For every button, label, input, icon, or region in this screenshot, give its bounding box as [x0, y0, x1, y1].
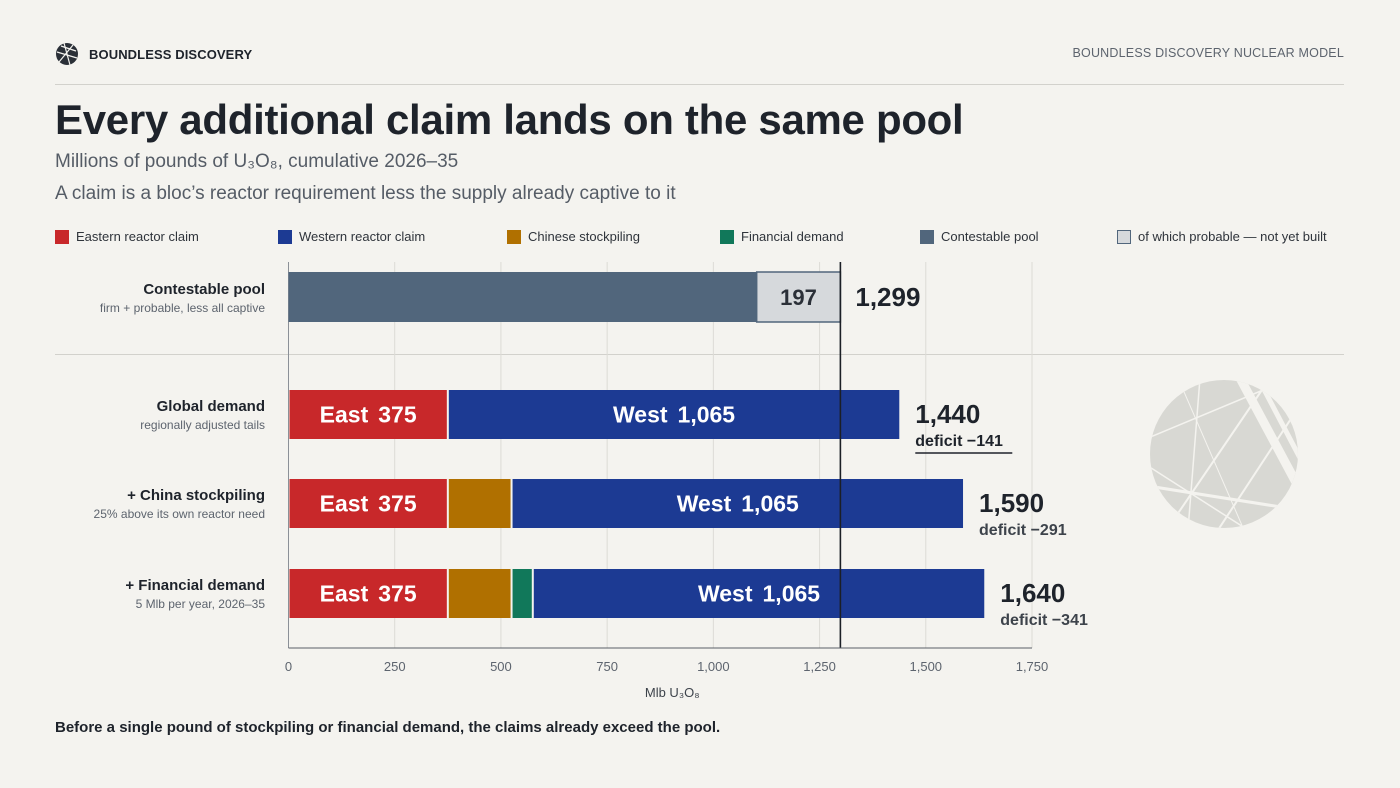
row-title: + China stockpiling [127, 487, 265, 504]
total-label: 1,440 [915, 399, 980, 429]
legend-label-probable: of which probable — not yet built [1138, 229, 1327, 244]
legend-swatch-probable [1117, 229, 1131, 244]
row-title: Global demand [156, 398, 265, 415]
header-divider [55, 84, 1344, 85]
footer-takeaway: Before a single pound of stockpiling or … [55, 719, 721, 736]
legend-label-eastern: Eastern reactor claim [76, 229, 199, 244]
pool-divider [55, 354, 1344, 355]
data-label-west: West 1,065 [677, 491, 799, 517]
segment-value: 375 [378, 491, 417, 517]
legend-item-western: Western reactor claim [278, 229, 425, 244]
legend-swatch-eastern [55, 229, 69, 244]
legend-label-western: Western reactor claim [299, 229, 426, 244]
row-label-financial-demand: + Financial demand 5 Mlb per year, 2026–… [125, 577, 265, 613]
model-name: BOUNDLESS DISCOVERY NUCLEAR MODEL [1072, 46, 1344, 60]
bar-segment-financial-demand [512, 569, 532, 618]
bar-segment-eastern-reactor-claim [289, 569, 447, 618]
bar-segment-chinese-stockpiling [448, 569, 511, 618]
row-subtitle: 25% above its own reactor need [93, 507, 265, 521]
row-title: + Financial demand [125, 577, 265, 594]
x-tick-label: 250 [384, 659, 406, 674]
legend-item-china-stockpiling: Chinese stockpiling [507, 229, 640, 244]
x-tick-label: 1,000 [697, 659, 730, 674]
segment-value: 375 [378, 402, 417, 428]
definition-note: A claim is a bloc’s reactor requirement … [55, 183, 676, 204]
legend-swatch-financial [720, 229, 734, 244]
segment-name: West [698, 581, 753, 607]
data-label-east: East 375 [320, 581, 417, 607]
globe-watermark-icon [1150, 380, 1298, 528]
data-label-west: West 1,065 [698, 581, 820, 607]
legend-label-financial: Financial demand [741, 229, 844, 244]
legend-swatch-pool [920, 229, 934, 244]
header: BOUNDLESS DISCOVERY BOUNDLESS DISCOVERY … [55, 42, 1344, 66]
segment-name: West [677, 491, 732, 517]
globe-logo-icon [56, 42, 78, 66]
legend-item-probable: of which probable — not yet built [1117, 229, 1327, 244]
data-label-east: East 375 [320, 491, 417, 517]
x-tick-label: 0 [285, 659, 292, 674]
segment-name: East [320, 581, 369, 607]
page-subtitle: Millions of pounds of U₃O₈, cumulative 2… [55, 151, 459, 172]
legend-swatch-western [278, 229, 292, 244]
data-label-west: West 1,065 [613, 402, 735, 428]
segment-name: East [320, 402, 369, 428]
row-label-global-demand: Global demand regionally adjusted tails [140, 398, 265, 434]
deficit-label: deficit −291 [979, 522, 1067, 539]
row-subtitle: regionally adjusted tails [140, 418, 265, 432]
deficit-label: deficit −141 [915, 433, 1003, 450]
legend-label-china-stockpiling: Chinese stockpiling [528, 229, 641, 244]
segment-value: 375 [378, 581, 417, 607]
x-axis-title: Mlb U₃O₈ [645, 685, 700, 700]
segment-name: East [320, 491, 369, 517]
bar-segment-eastern-reactor-claim [289, 479, 447, 528]
x-tick-label: 500 [490, 659, 512, 674]
bar-segment-western-reactor-claim [533, 569, 985, 618]
bar-segment-western-reactor-claim [512, 479, 964, 528]
row-subtitle: firm + probable, less all captive [99, 301, 265, 315]
data-label-probable: 197 [780, 285, 817, 310]
segment-value: 1,065 [763, 581, 821, 607]
legend-swatch-china-stockpiling [507, 229, 521, 244]
bar-segment-of-which-probable-not-yet-built [755, 271, 842, 323]
row-subtitle: 5 Mlb per year, 2026–35 [135, 597, 265, 611]
total-label-pool: 1,299 [855, 282, 920, 312]
row-label-pool: Contestable pool firm + probable, less a… [100, 281, 265, 317]
brand[interactable]: BOUNDLESS DISCOVERY [55, 42, 252, 66]
data-label-east: East 375 [320, 402, 417, 428]
bar-segment-eastern-reactor-claim [289, 390, 447, 439]
legend-item-pool: Contestable pool [920, 229, 1039, 244]
row-title: Contestable pool [143, 281, 265, 298]
legend-item-financial: Financial demand [720, 229, 844, 244]
legend-item-eastern: Eastern reactor claim [55, 229, 199, 244]
segment-value: 1,065 [741, 491, 799, 517]
x-tick-label: 1,250 [803, 659, 836, 674]
bar-segment-western-reactor-claim [448, 390, 900, 439]
page-title: Every additional claim lands on the same… [55, 96, 964, 143]
stacked-bar-chart: 197 1,299 East 375 West 1,065 1,440 deficit −14… [285, 262, 1088, 700]
x-tick-label: 1,750 [1016, 659, 1049, 674]
deficit-label: deficit −341 [1000, 612, 1088, 629]
x-tick-label: 1,500 [910, 659, 943, 674]
total-label: 1,590 [979, 488, 1044, 518]
bar-segment-contestable-pool [288, 272, 757, 322]
x-tick-label: 750 [596, 659, 618, 674]
segment-name: West [613, 402, 668, 428]
bar-segment-chinese-stockpiling [448, 479, 511, 528]
legend-label-pool: Contestable pool [941, 229, 1039, 244]
row-label-china-stockpiling: + China stockpiling 25% above its own re… [94, 487, 265, 523]
total-label: 1,640 [1000, 578, 1065, 608]
brand-name: BOUNDLESS DISCOVERY [89, 46, 253, 62]
segment-value: 1,065 [678, 402, 736, 428]
